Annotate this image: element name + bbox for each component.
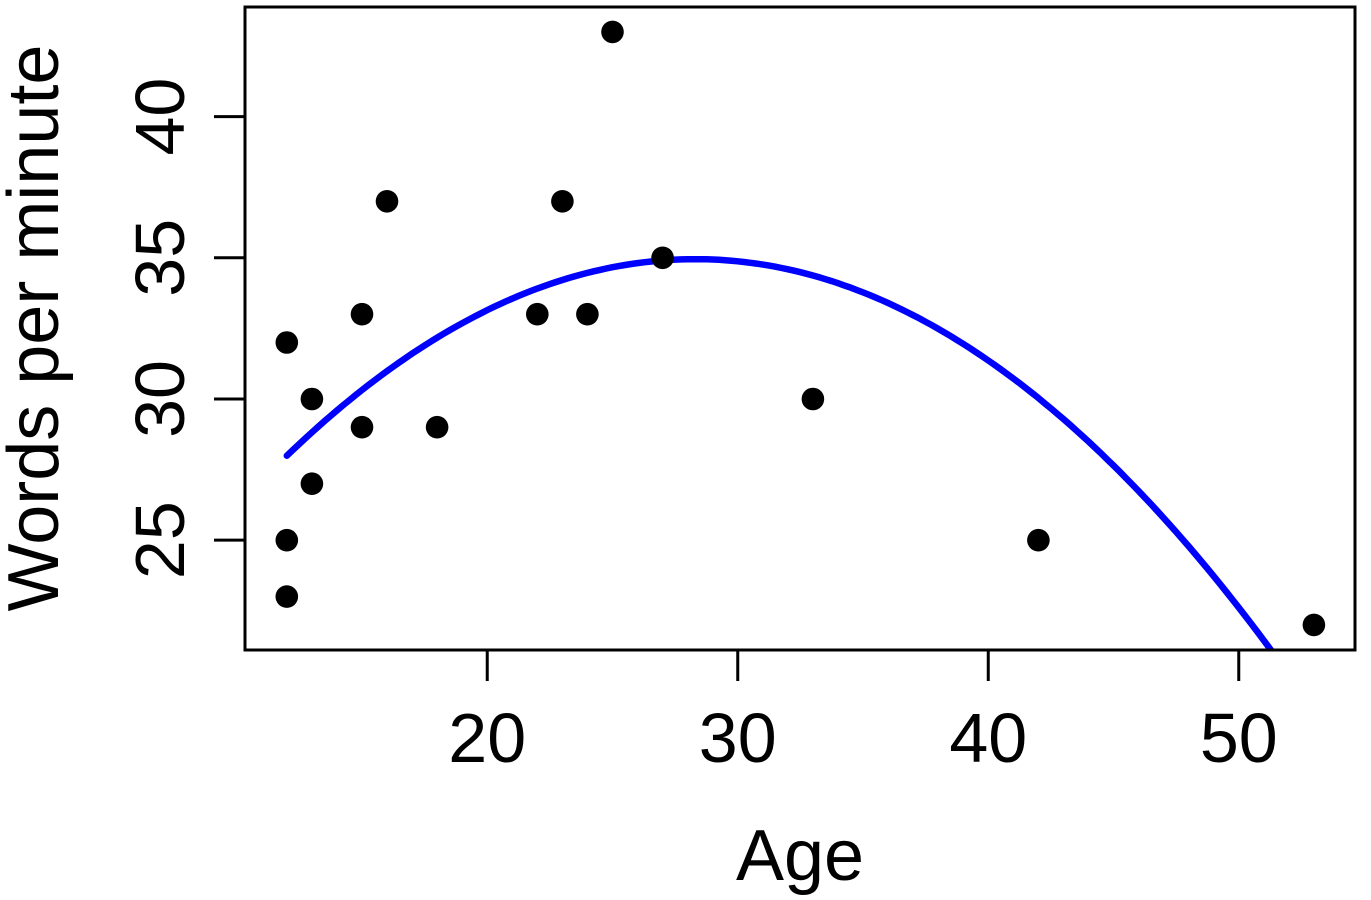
fit-curve <box>283 255 1275 650</box>
data-point <box>1027 528 1050 552</box>
data-point <box>375 190 399 213</box>
y-tick-label: 30 <box>121 360 199 438</box>
data-point <box>300 472 324 496</box>
data-point <box>275 585 299 608</box>
x-axis-label: Age <box>736 816 864 896</box>
x-tick-label: 50 <box>1200 699 1278 777</box>
data-point <box>425 415 449 439</box>
x-tick-label: 20 <box>448 699 526 777</box>
data-point <box>300 387 324 411</box>
x-tick-label: 40 <box>949 699 1027 777</box>
data-point <box>651 246 674 270</box>
y-axis-label: Words per minute <box>0 45 74 612</box>
data-point <box>551 190 574 213</box>
data-point <box>801 387 825 411</box>
plot-frame <box>243 5 1357 652</box>
y-tick-label: 40 <box>121 78 199 156</box>
y-tick-label: 25 <box>121 501 199 579</box>
data-point <box>576 302 599 326</box>
fit-curve-layer <box>283 255 1275 650</box>
y-tick-label: 35 <box>121 219 199 297</box>
data-point <box>350 302 374 326</box>
x-tick-label: 30 <box>699 699 777 777</box>
data-point <box>275 331 299 354</box>
data-point <box>1302 613 1326 637</box>
data-point <box>275 528 299 552</box>
data-point <box>526 302 549 326</box>
data-point <box>350 415 374 439</box>
data-point-layer <box>275 20 1326 637</box>
axis-tick-layer: 20 30 40 50 25 30 35 40 <box>121 78 1278 777</box>
data-point <box>601 20 624 44</box>
